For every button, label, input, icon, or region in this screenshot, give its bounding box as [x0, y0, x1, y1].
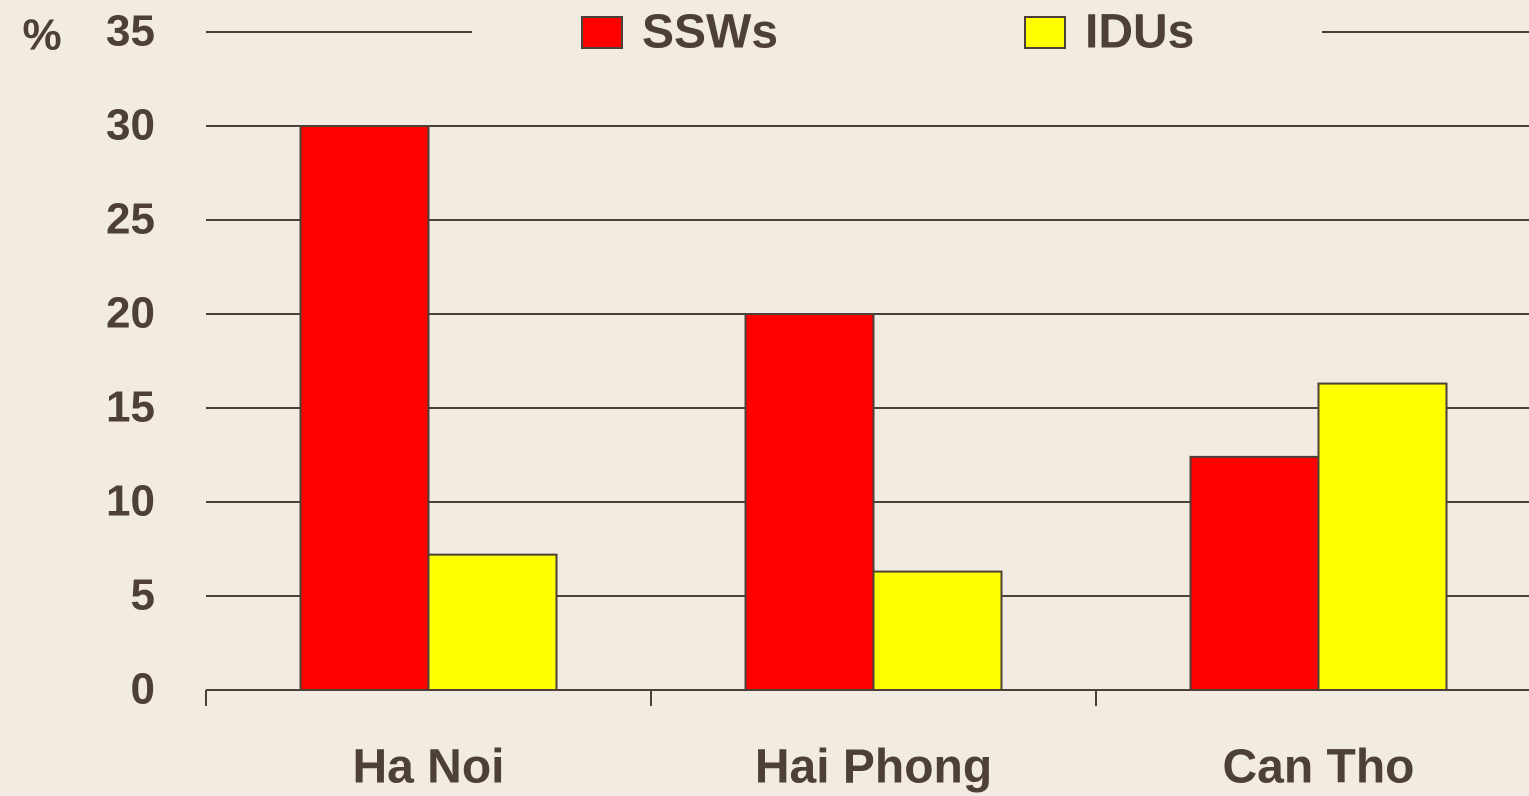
y-axis-label: % — [22, 11, 61, 60]
x-tick-label: Ha Noi — [352, 741, 504, 794]
bar — [1189, 455, 1320, 691]
y-tick-label: 0 — [131, 665, 155, 714]
bar — [1317, 382, 1448, 691]
legend-label: IDUs — [1085, 6, 1194, 59]
y-tick-label: 30 — [106, 101, 155, 150]
y-tick-label: 10 — [106, 477, 155, 526]
bar — [427, 553, 558, 692]
bar — [872, 570, 1003, 691]
bar — [299, 125, 430, 691]
x-tick-label: Hai Phong — [755, 741, 992, 794]
y-tick-label: 20 — [106, 289, 155, 338]
y-tick-label: 35 — [106, 7, 155, 56]
legend-swatch — [1024, 16, 1066, 49]
y-tick-label: 25 — [106, 195, 155, 244]
legend-swatch — [581, 16, 623, 49]
y-tick-label: 5 — [131, 571, 155, 620]
x-tick-label: Can Tho — [1223, 741, 1415, 794]
legend-label: SSWs — [642, 6, 778, 59]
bar — [744, 313, 875, 691]
y-tick-label: 15 — [106, 383, 155, 432]
